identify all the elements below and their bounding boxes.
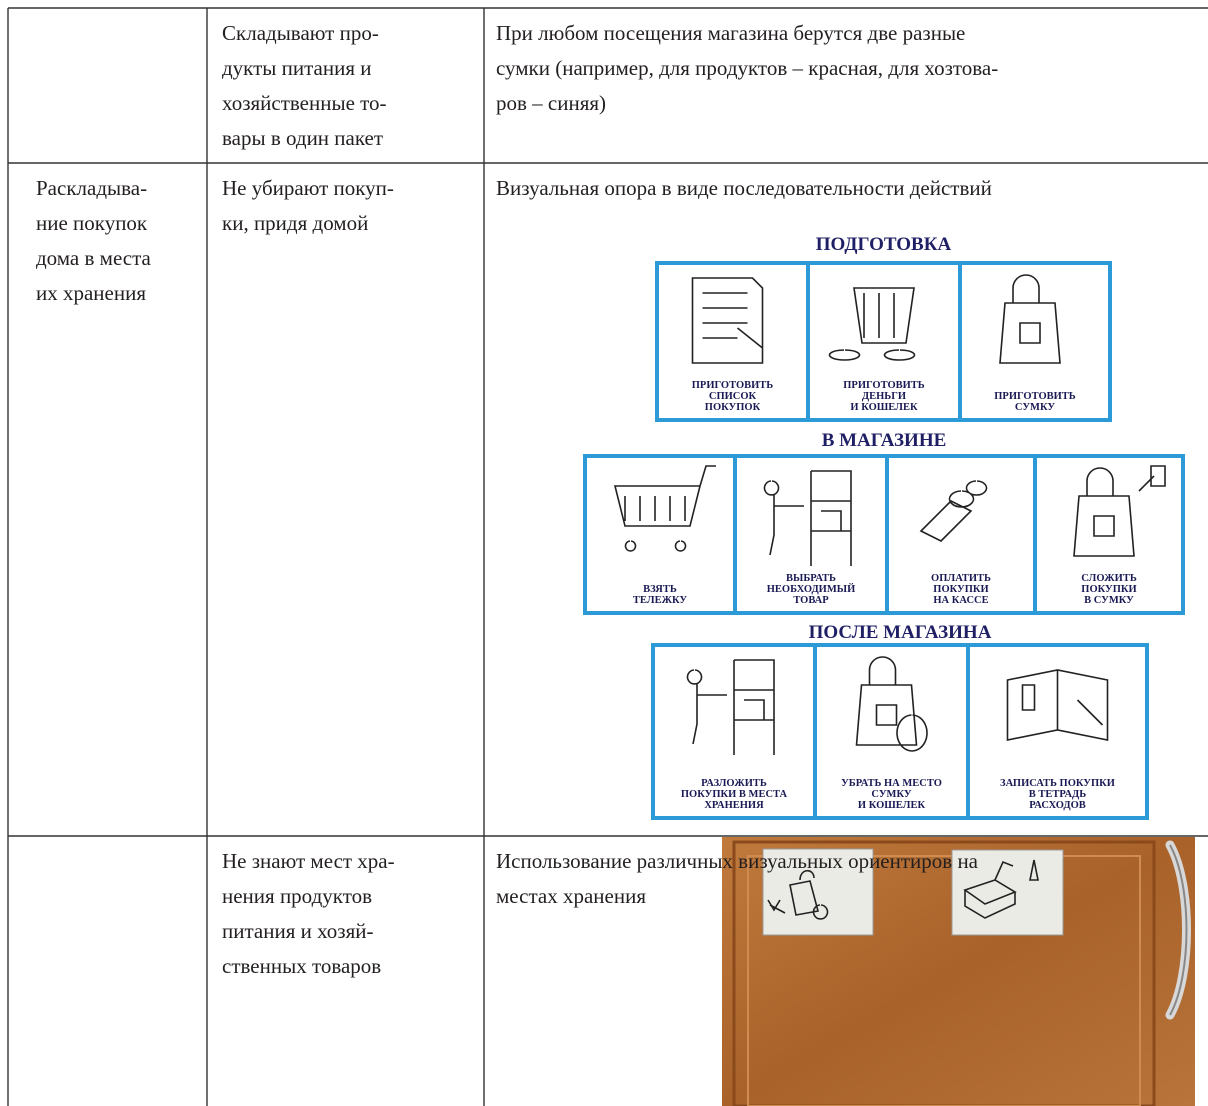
step-label: СУМКУ [871, 789, 911, 800]
cell-text: вары в один пакет [222, 126, 383, 150]
step-label: В ТЕТРАДЬ [1029, 789, 1087, 800]
step-label: ПОКУПКИ [933, 584, 988, 595]
icon-line [855, 656, 928, 752]
step-label: ТЕЛЕЖКУ [633, 595, 687, 606]
cell-text: ки, придя домой [222, 211, 368, 235]
storage-photo [722, 837, 1195, 1106]
icon-line [613, 465, 716, 552]
cell-text: их хранения [36, 281, 146, 305]
table-grid [7, 7, 1208, 1106]
step-icon [855, 656, 928, 752]
step-label: ПОКУПКИ [1081, 584, 1136, 595]
cell-text: ние покупок [36, 211, 148, 235]
step-label: РАЗЛОЖИТЬ [701, 778, 767, 789]
step-icon [686, 659, 775, 755]
step-icon [1006, 669, 1109, 741]
step-label: В СУМКУ [1084, 595, 1134, 606]
step-icon [919, 480, 988, 542]
step-icon [691, 277, 764, 364]
icon-line [828, 287, 916, 361]
icon-line [686, 659, 775, 755]
icon-line [1006, 669, 1109, 741]
cell-text: ров – синяя) [496, 91, 606, 115]
step-box [958, 261, 1112, 422]
cell-text: При любом посещения магазина берутся две… [496, 21, 965, 45]
cell-text: ственных товаров [222, 954, 381, 978]
cell-text: Не убирают покуп- [222, 176, 394, 200]
step-label: ВЫБРАТЬ [786, 573, 836, 584]
step-box [583, 454, 737, 615]
step-label: ОПЛАТИТЬ [931, 573, 991, 584]
cell-text: нения продуктов [222, 884, 372, 908]
step-label: ПРИГОТОВИТЬ [843, 380, 925, 391]
step-label: ПРИГОТОВИТЬ [692, 380, 774, 391]
cell-text: сумки (например, для продуктов – красная… [496, 56, 998, 80]
cell-text: Раскладыва- [36, 176, 147, 200]
cell-text: дома в места [36, 246, 152, 270]
step-box [813, 643, 970, 820]
icon-line [763, 470, 852, 566]
cell-text: местах хранения [496, 884, 646, 908]
step-label: ВЗЯТЬ [643, 584, 677, 595]
step-label: СЛОЖИТЬ [1081, 573, 1137, 584]
step-label: НЕОБХОДИМЫЙ [767, 583, 856, 595]
step-label: И КОШЕЛЕК [858, 800, 926, 811]
step-label: СУМКУ [1015, 402, 1055, 413]
step-label: И КОШЕЛЕК [850, 402, 918, 413]
section-title: ПОДГОТОВКА [816, 234, 952, 255]
cell-text: питания и хозяй- [222, 919, 374, 943]
step-icon [1073, 465, 1166, 557]
cell-text: Визуальная опора в виде последовательнос… [496, 176, 992, 200]
step-label: СПИСОК [709, 391, 757, 402]
step-label: ПОКУПКИ В МЕСТА [681, 789, 788, 800]
cell-text: хозяйственные то- [222, 91, 387, 115]
step-box [1033, 454, 1185, 615]
cell-text: Складывают про- [222, 21, 379, 45]
section-title: В МАГАЗИНЕ [822, 430, 947, 451]
section-title: ПОСЛЕ МАГАЗИНА [809, 622, 992, 643]
step-label: НА КАССЕ [933, 595, 988, 606]
step-label: ЗАПИСАТЬ ПОКУПКИ [1000, 778, 1115, 789]
step-icon [828, 287, 916, 361]
step-label: ПОКУПОК [705, 402, 761, 413]
step-icon [613, 465, 716, 552]
step-label: ДЕНЬГИ [862, 391, 906, 402]
step-label: УБРАТЬ НА МЕСТО [841, 778, 942, 789]
step-label: ТОВАР [793, 595, 829, 606]
step-box [806, 261, 962, 422]
cell-text: Не знают мест хра- [222, 849, 395, 873]
icon-line [999, 274, 1061, 364]
icon-line [1073, 465, 1166, 557]
step-label: ПРИГОТОВИТЬ [994, 391, 1076, 402]
icon-line [919, 480, 988, 542]
icon-line [691, 277, 764, 364]
step-label: ХРАНЕНИЯ [704, 800, 764, 811]
step-label: РАСХОДОВ [1029, 800, 1086, 811]
step-icon [999, 274, 1061, 364]
step-icon [763, 470, 852, 566]
cell-text: Использование различных визуальных ориен… [496, 849, 979, 873]
cell-text: дукты питания и [222, 56, 372, 80]
